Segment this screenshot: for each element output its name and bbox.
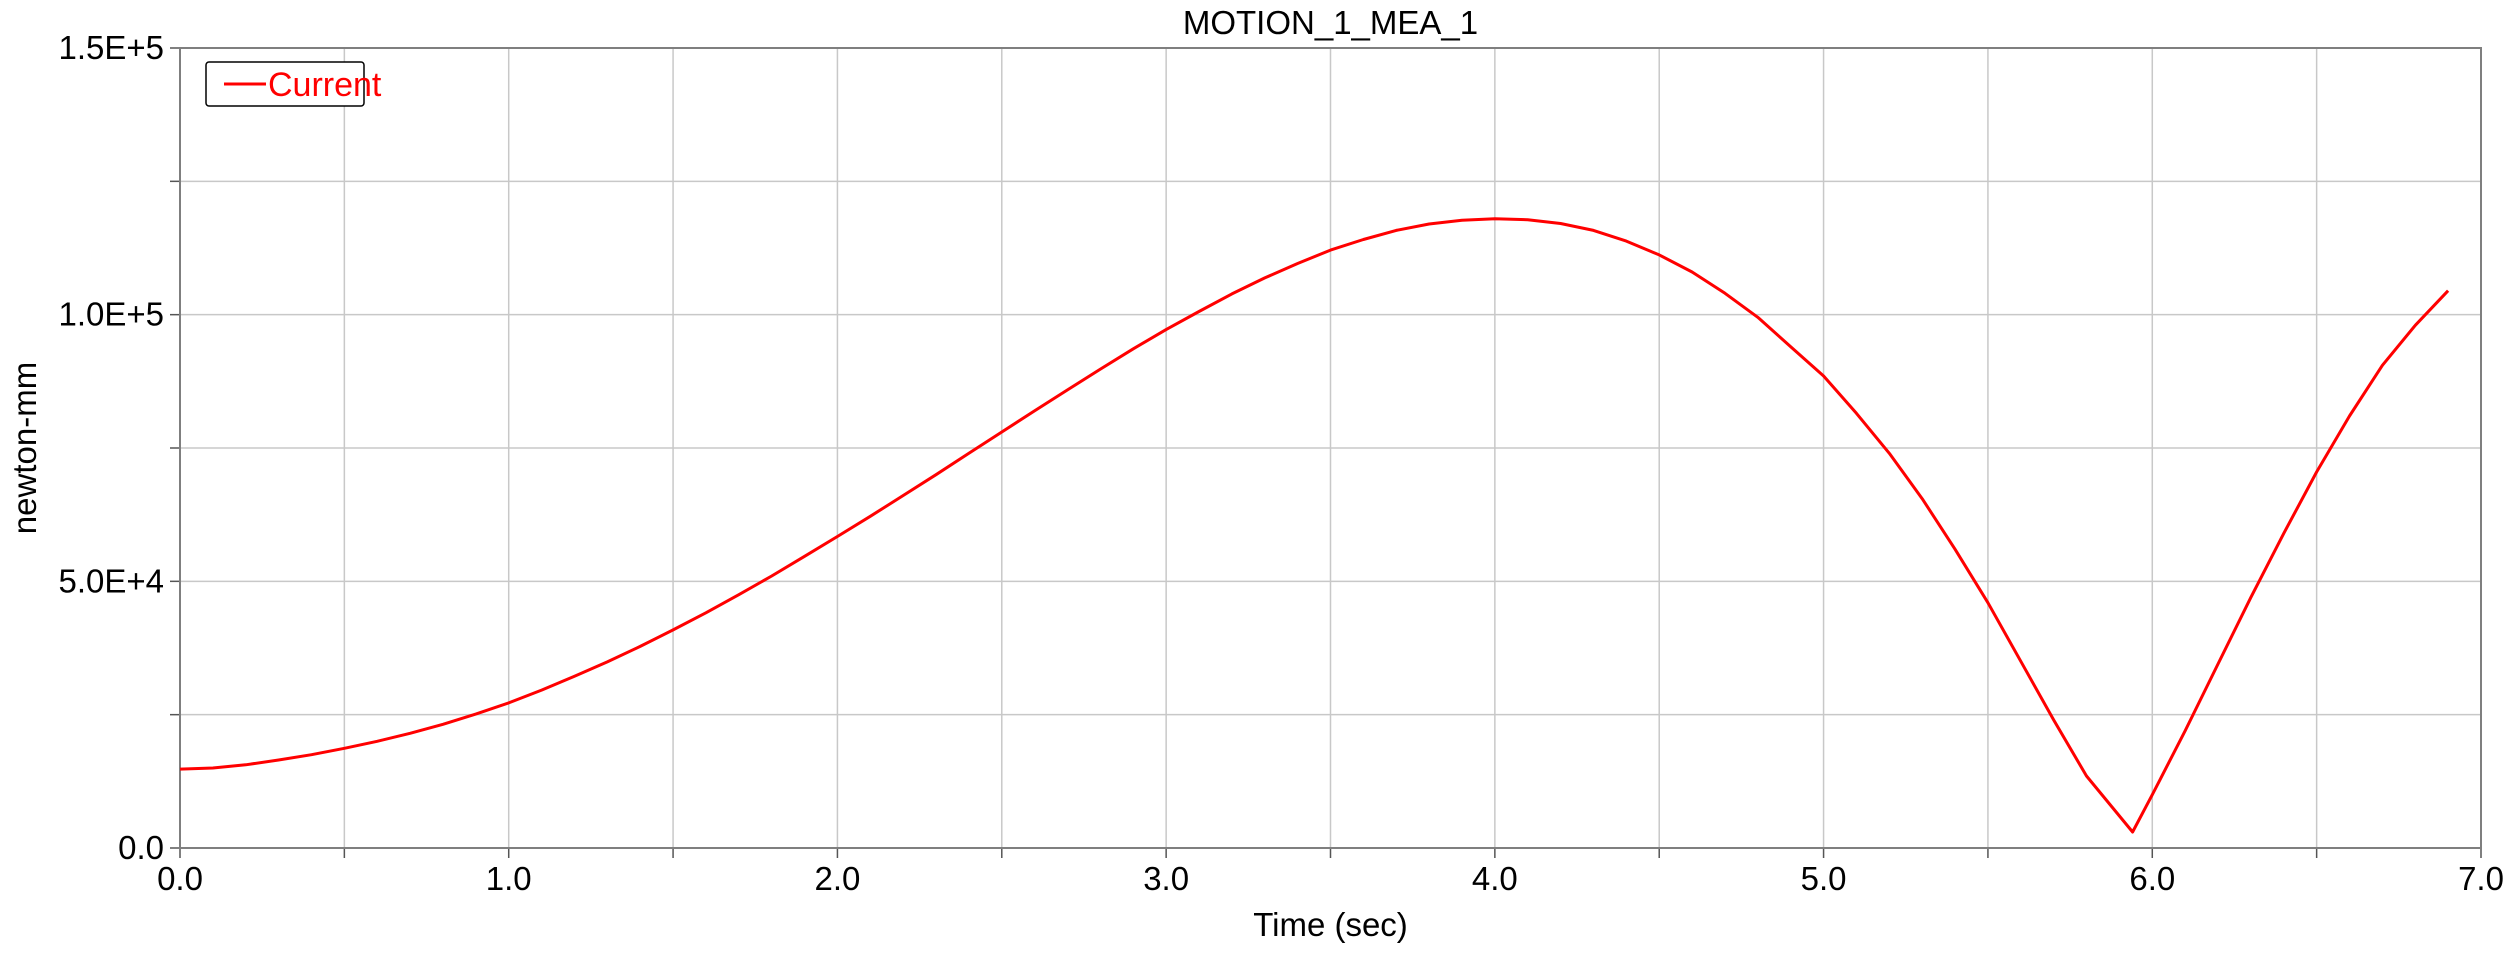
tick-labels: 0.0 1.0 2.0 3.0 4.0 5.0 6.0 7.0 0.0 5.0E+4 1.0E+5 1… [58,29,2503,897]
plot-area-frame [179,47,2482,849]
series-line-current [179,217,2450,834]
legend-box [205,61,365,107]
y-tick-label: 1.5E+5 [58,29,164,66]
series-layer [179,217,2450,834]
x-tick-label: 1.0 [486,860,532,897]
x-tick-label: 5.0 [1801,860,1847,897]
y-tick-label: 1.0E+5 [58,296,164,333]
y-tick-label: 5.0E+4 [58,562,164,599]
x-tick-label: 0.0 [157,860,203,897]
legend: Current [205,61,382,107]
x-tick-label: 2.0 [814,860,860,897]
x-tick-label: 4.0 [1472,860,1518,897]
y-axis-label: newton-mm [6,362,43,534]
legend-label-current: Current [268,66,382,104]
x-tick-label: 3.0 [1143,860,1189,897]
y-tick-label: 0.0 [118,829,164,866]
x-tick-label: 6.0 [2129,860,2175,897]
axis-ticks [170,47,2482,858]
x-tick-label: 7.0 [2458,860,2504,897]
chart-title: MOTION_1_MEA_1 [1183,4,1478,41]
x-axis-label: Time (sec) [1253,906,1408,943]
